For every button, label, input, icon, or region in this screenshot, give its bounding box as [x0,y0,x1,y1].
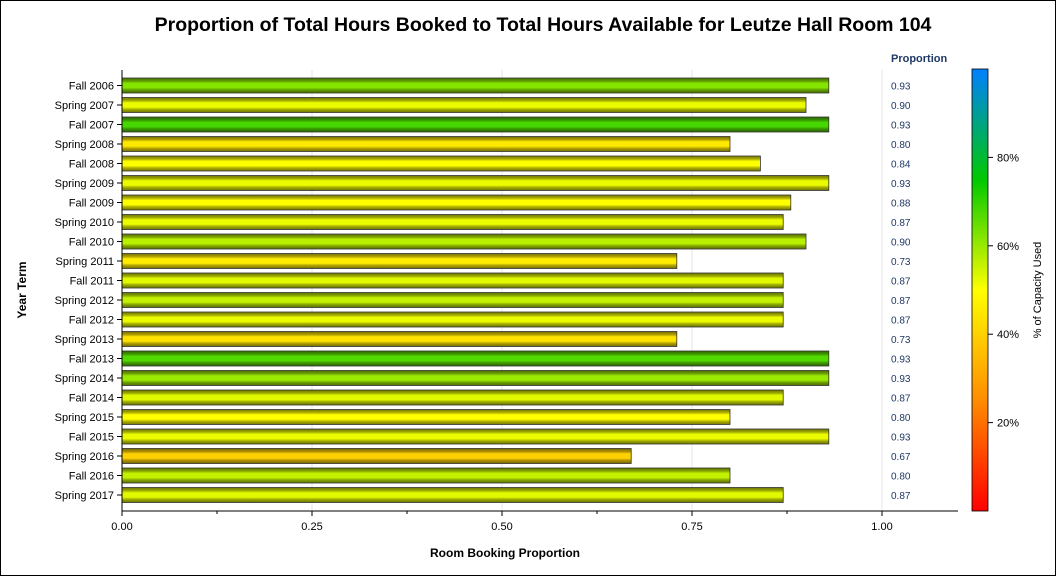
x-tick-label: 0.75 [681,521,702,533]
colorbar-tick-label: 20% [997,418,1019,430]
bar [121,448,632,464]
labels: 0.00 0.25 0.50 0.75 1.00 Fall 2006 0.93 Spring … [15,53,947,560]
x-axis-title: Room Booking Proportion [430,546,580,560]
data-label: 0.73 [891,335,911,346]
colorbar-tick-label: 40% [997,329,1019,341]
bar [121,194,792,211]
y-tick-label: Spring 2012 [55,295,114,307]
bar [121,389,784,406]
y-tick-label: Spring 2017 [55,490,114,502]
bar [121,136,731,152]
y-tick-label: Fall 2016 [69,471,114,483]
y-tick-label: Fall 2010 [69,237,114,249]
data-label: 0.93 [891,374,911,385]
colorbar-gradient [971,68,989,512]
y-tick-label: Spring 2011 [55,256,114,268]
bar [121,116,830,133]
data-label: 0.80 [891,472,911,483]
y-tick-label: Fall 2014 [69,393,114,405]
y-tick-label: Spring 2007 [55,100,114,112]
bar [121,331,678,347]
y-tick-label: Spring 2015 [55,412,114,424]
y-tick-label: Spring 2013 [55,334,114,346]
bar [121,292,784,308]
bar [121,155,761,172]
data-label: 0.87 [891,491,911,502]
bar [121,487,784,503]
bar [121,214,784,230]
bar [121,350,830,367]
bar [121,233,807,250]
bar [121,409,731,425]
data-label: 0.93 [891,355,911,366]
bar [121,311,784,328]
y-tick-label: Spring 2008 [55,139,114,151]
y-tick-label: Fall 2008 [69,159,114,171]
y-tick-label: Fall 2007 [69,120,114,132]
data-label: 0.87 [891,277,911,288]
y-tick-label: Spring 2010 [55,217,114,229]
data-label: 0.80 [891,140,911,151]
x-tick-label: 0.25 [301,521,322,533]
data-label: 0.87 [891,394,911,405]
y-tick-label: Fall 2006 [69,81,114,93]
bar [121,77,830,94]
chart-title: Proportion of Total Hours Booked to Tota… [154,14,932,36]
bar [121,467,731,484]
bars [121,77,830,503]
y-axis-title: Year Term [15,261,29,318]
colorbar-title: % of Capacity Used [1032,242,1044,339]
bar [121,97,807,113]
y-tick-label: Fall 2009 [69,198,114,210]
bar [121,272,784,289]
y-tick-label: Spring 2009 [55,178,114,190]
colorbar-tick-label: 60% [997,241,1019,253]
data-label: 0.87 [891,218,911,229]
data-label: 0.87 [891,316,911,327]
y-tick-label: Spring 2016 [55,451,114,463]
bar [121,428,830,445]
value-column-header: Proportion [891,53,947,65]
bar [121,253,678,269]
colorbar-tick-label: 80% [997,152,1019,164]
data-label: 0.88 [891,199,911,210]
x-tick-label: 0.00 [111,521,132,533]
data-label: 0.87 [891,296,911,307]
bar [121,370,830,386]
x-tick-label: 0.50 [491,521,512,533]
axes [117,70,958,516]
data-label: 0.93 [891,82,911,93]
data-label: 0.93 [891,433,911,444]
y-tick-label: Fall 2011 [70,276,114,288]
data-label: 0.93 [891,179,911,190]
y-tick-label: Fall 2013 [69,354,114,366]
data-label: 0.67 [891,452,911,463]
bar [121,175,830,191]
data-label: 0.84 [891,160,911,171]
y-tick-label: Spring 2014 [55,373,114,385]
data-label: 0.90 [891,238,911,249]
x-tick-label: 1.00 [871,521,892,533]
data-label: 0.90 [891,101,911,112]
data-label: 0.73 [891,257,911,268]
colorbar: 20% 40% 60% 80% % of Capacity Used [971,68,1044,512]
y-tick-label: Fall 2012 [69,315,114,327]
data-label: 0.80 [891,413,911,424]
data-label: 0.93 [891,121,911,132]
y-tick-label: Fall 2015 [69,432,114,444]
